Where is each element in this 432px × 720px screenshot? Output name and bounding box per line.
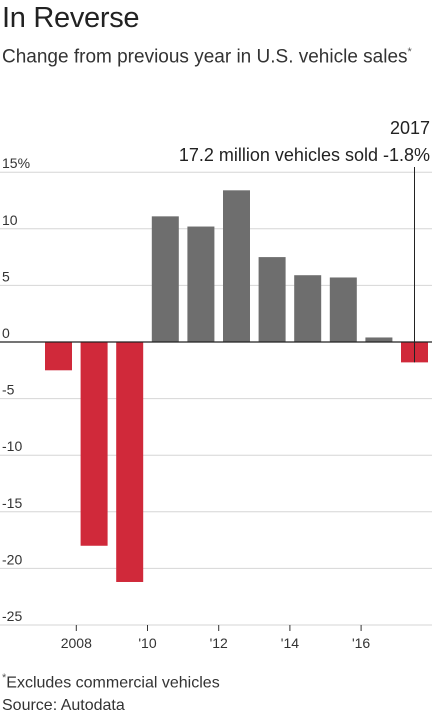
bar [329, 277, 357, 342]
bar [258, 257, 286, 342]
x-tick-label: '12 [210, 635, 228, 651]
annotation-year: 2017 [390, 118, 430, 138]
bar [365, 337, 393, 342]
subtitle-footnote-mark: * [407, 46, 412, 58]
gridlines [0, 171, 432, 626]
bar [151, 216, 179, 342]
y-tick-label: -15 [2, 495, 22, 511]
footnote-text: Excludes commercial vehicles [6, 674, 220, 692]
bars [45, 190, 428, 582]
y-axis-ticks: 15% 10 5 0 -5 -10 -15 -20 -25 [2, 155, 30, 624]
x-tick-label: '10 [138, 635, 156, 651]
x-axis-ticks: 2008 '10 '12 '14 '16 [61, 625, 370, 651]
bar [294, 275, 322, 342]
x-tick-label: 2008 [61, 635, 92, 651]
y-tick-label: -5 [2, 382, 15, 398]
bar [45, 342, 72, 371]
bar-chart: 15% 10 5 0 -5 -10 -15 -20 -25 2008 '10 '12 '14 '16 2… [0, 118, 432, 651]
y-tick-label: -25 [2, 608, 22, 624]
y-tick-label: 5 [2, 268, 10, 284]
chart-title: In Reverse [2, 2, 140, 34]
y-tick-label: -20 [2, 551, 22, 567]
y-tick-label: 0 [2, 325, 10, 341]
y-tick-label: -10 [2, 438, 22, 454]
bar [223, 190, 250, 342]
x-tick-label: '16 [352, 635, 370, 651]
annotation-text: 17.2 million vehicles sold -1.8% [179, 145, 430, 165]
bar [116, 342, 144, 582]
footnote: *Excludes commercial vehicles [2, 672, 220, 692]
x-tick-label: '14 [281, 635, 299, 651]
bar [80, 342, 108, 546]
source-line: Source: Autodata [2, 697, 125, 714]
y-tick-label: 10 [2, 212, 18, 228]
annotation: 2017 17.2 million vehicles sold -1.8% [179, 118, 430, 363]
bar [187, 226, 215, 342]
y-tick-label: 15% [2, 155, 30, 171]
footnote-mark: * [2, 672, 7, 684]
subtitle-text: Change from previous year in U.S. vehicl… [2, 46, 408, 68]
chart-subtitle: Change from previous year in U.S. vehicl… [2, 40, 422, 69]
